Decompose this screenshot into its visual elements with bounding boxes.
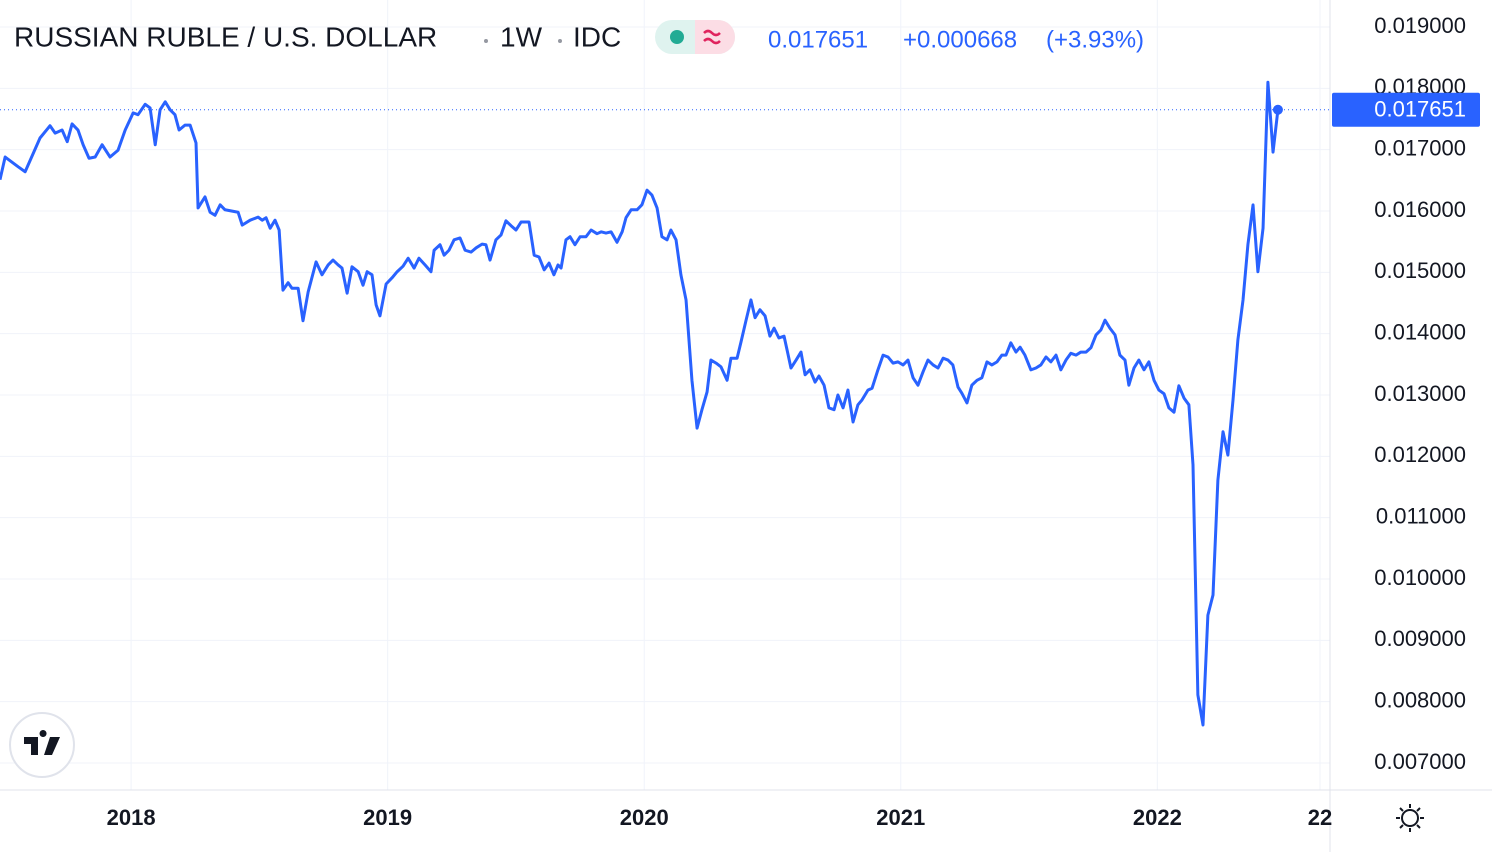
y-tick-label: 0.012000 bbox=[1374, 442, 1466, 467]
x-tick-label: 2021 bbox=[876, 805, 925, 830]
approx-icon bbox=[703, 29, 721, 45]
separator bbox=[558, 39, 562, 43]
y-tick-label: 0.015000 bbox=[1374, 258, 1466, 283]
change-pct: (+3.93%) bbox=[1046, 26, 1144, 53]
interval[interactable]: 1W bbox=[500, 21, 543, 52]
gear-teeth bbox=[1396, 804, 1424, 832]
x-tick-label: 22 bbox=[1308, 805, 1332, 830]
y-tick-label: 0.010000 bbox=[1374, 565, 1466, 590]
gear bbox=[1401, 809, 1419, 827]
logo-mark bbox=[24, 730, 60, 755]
x-tick-label: 2020 bbox=[620, 805, 669, 830]
y-axis: 0.007000 0.008000 0.009000 0.010000 0.011000… bbox=[1332, 13, 1480, 774]
settings-icon[interactable] bbox=[1396, 804, 1424, 832]
symbol: RUSSIAN RUBLE / U.S. DOLLAR bbox=[14, 21, 437, 52]
y-tick-label: 0.011000 bbox=[1376, 503, 1466, 528]
separator bbox=[484, 39, 488, 43]
y-tick-label: 0.017000 bbox=[1374, 135, 1466, 160]
logo[interactable] bbox=[9, 712, 75, 778]
y-tick-label: 0.019000 bbox=[1374, 13, 1466, 38]
y-tick-label: 0.009000 bbox=[1374, 626, 1466, 651]
last-point bbox=[1272, 104, 1283, 115]
y-tick-label: 0.013000 bbox=[1374, 381, 1466, 406]
x-tick-label: 2022 bbox=[1133, 805, 1182, 830]
x-tick-label: 2019 bbox=[363, 805, 412, 830]
x-tick-label: 2018 bbox=[107, 805, 156, 830]
plot bbox=[0, 80, 1330, 727]
change: +0.000668 bbox=[903, 26, 1017, 53]
y-tick-label: 0.007000 bbox=[1374, 749, 1466, 774]
market-dot bbox=[670, 30, 684, 44]
price: 0.017651 bbox=[768, 26, 868, 53]
source: IDC bbox=[573, 21, 621, 52]
logo-bg bbox=[9, 712, 75, 778]
price-line bbox=[0, 80, 1280, 727]
last-price-tag bbox=[1332, 92, 1480, 127]
y-tick-label: 0.016000 bbox=[1374, 197, 1466, 222]
y-tick-label: 0.014000 bbox=[1374, 319, 1466, 344]
badge-bg bbox=[695, 20, 735, 54]
last-price-label: 0.017651 bbox=[1374, 97, 1466, 122]
y-tick-label: 0.008000 bbox=[1374, 687, 1466, 712]
grid bbox=[0, 0, 1330, 790]
status-badge[interactable] bbox=[655, 20, 735, 54]
